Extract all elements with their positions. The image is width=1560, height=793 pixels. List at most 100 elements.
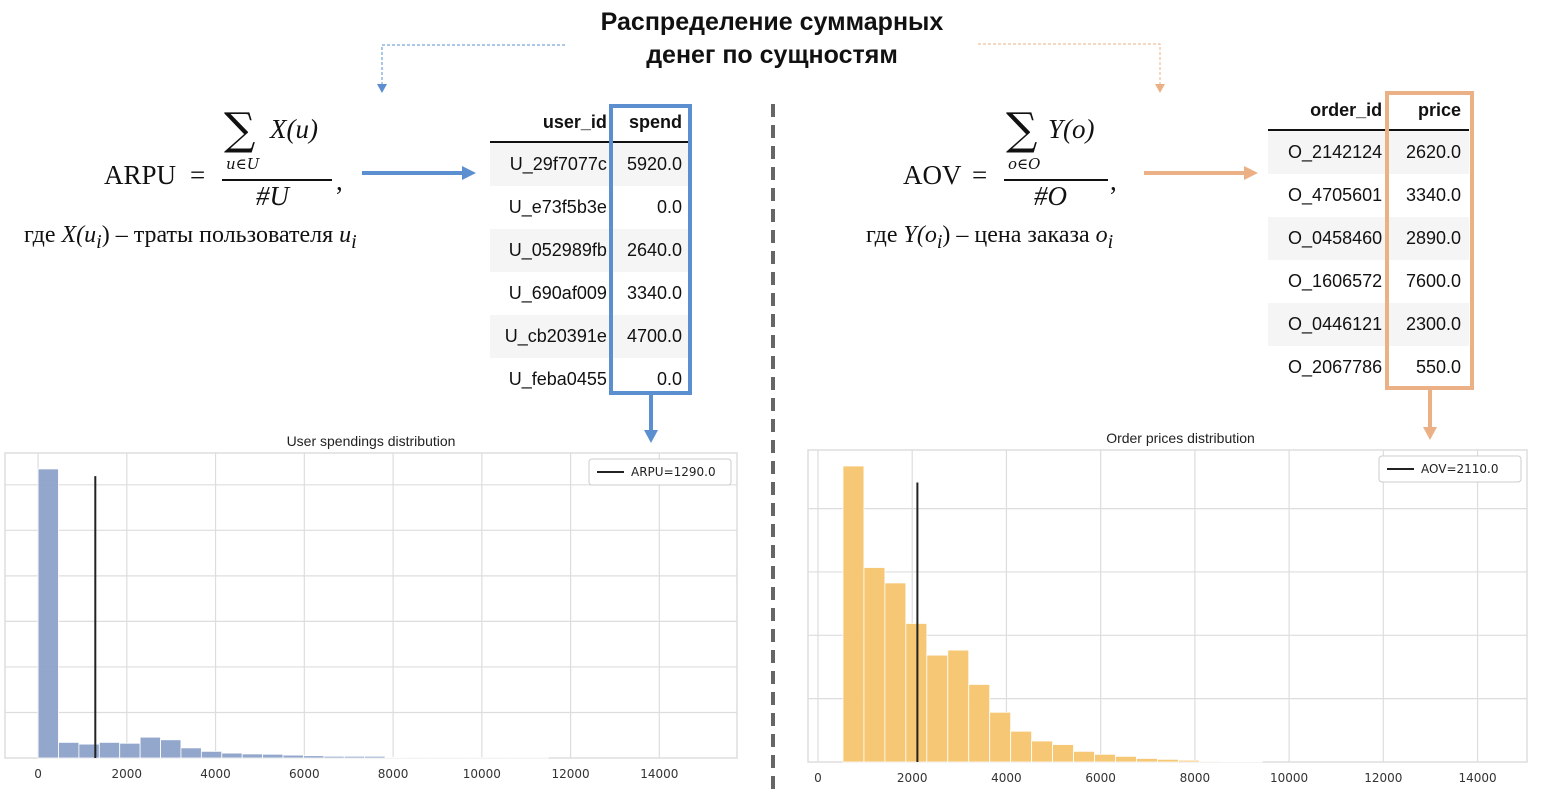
histogram-bar	[1031, 740, 1053, 763]
cell-price: 7600.0	[1405, 271, 1461, 291]
formula-eq: =	[972, 160, 988, 190]
cell-user-id: U_cb20391e	[504, 326, 607, 346]
cell-user-id: U_e73f5b3e	[508, 197, 607, 217]
formula-lhs: ARPU	[104, 160, 177, 190]
where-var-sub: i	[351, 230, 357, 253]
where-expr-sub: i	[936, 230, 943, 253]
x-tick-label: 4000	[991, 771, 1022, 785]
histogram-bar	[343, 755, 366, 759]
where-prefix: где	[24, 222, 62, 248]
legend-box	[588, 458, 732, 486]
formula-denominator: #U	[256, 181, 289, 211]
histogram-bar	[160, 739, 182, 759]
cell-spend: 3340.0	[626, 283, 682, 303]
user-spendings-histogram: 0 2000 4000 6000 8000 10000 12000 14000 ARPU=129…	[4, 452, 738, 781]
histogram-bar	[884, 582, 907, 763]
fraction-line	[222, 179, 332, 181]
x-tick-label: 4000	[200, 767, 231, 781]
histogram-bar	[1219, 761, 1242, 763]
cell-user-id: U_29f7077c	[509, 154, 607, 174]
cell-order-id: O_2067786	[1288, 357, 1383, 377]
histogram-bar	[1177, 759, 1200, 763]
table-row: U_690af009 3340.0	[490, 272, 690, 315]
price-column-highlight	[1385, 91, 1474, 390]
histogram-bar	[200, 750, 223, 759]
cell-price: 550.0	[1415, 357, 1461, 377]
table-row: O_2067786 550.0	[1268, 346, 1469, 389]
formula-lhs: AOV	[903, 160, 962, 190]
histogram-bar	[384, 757, 406, 759]
table-row: O_1606572 7600.0	[1268, 260, 1469, 303]
histogram-bar	[968, 684, 991, 763]
formula-eq: =	[190, 160, 206, 190]
x-tick-label: 2000	[897, 771, 928, 785]
sum-icon: ∑	[224, 104, 256, 155]
histogram-bar	[241, 753, 264, 759]
histogram-bar	[1198, 760, 1221, 763]
histogram-bar	[989, 711, 1012, 763]
formula-denominator: #O	[1034, 181, 1067, 211]
histogram-bar	[863, 567, 886, 763]
x-tick-label: 6000	[289, 767, 320, 781]
table-header-row: order_id price	[1268, 92, 1469, 130]
orange-dashed-arrowhead	[1155, 84, 1165, 93]
cell-order-id: O_0446121	[1288, 314, 1383, 334]
histogram-bar	[926, 654, 949, 763]
orange-dashed-connector	[978, 43, 1161, 86]
orders-table: order_id price O_2142124 2620.0 O_4705601…	[1268, 92, 1469, 389]
cell-user-id: U_feba0455	[508, 369, 607, 389]
x-tick-label: 6000	[1085, 771, 1116, 785]
table-row: O_4705601 3340.0	[1268, 174, 1469, 217]
sum-icon: ∑	[1006, 104, 1038, 155]
table-row: U_052989fb 2640.0	[490, 229, 690, 272]
cell-price: 2890.0	[1405, 228, 1461, 248]
cell-spend: 4700.0	[626, 326, 682, 346]
cell-order-id: O_0458460	[1288, 228, 1383, 248]
title-line-1: Распределение суммарных	[600, 8, 944, 36]
histogram-bar	[323, 755, 345, 759]
histogram-bar	[1094, 753, 1116, 763]
fraction-line	[1004, 179, 1108, 181]
histogram-bar	[947, 649, 970, 763]
table-row: U_feba0455 0.0	[490, 358, 690, 401]
formula-term: X(u)	[270, 114, 318, 144]
x-tick-label: 10000	[463, 767, 501, 781]
column-header-user-id: user_id	[542, 112, 607, 132]
histogram-bar	[1073, 750, 1095, 763]
legend-label: ARPU=1290.0	[631, 465, 716, 479]
x-tick-label: 8000	[1180, 771, 1211, 785]
table-row: U_29f7077c 5920.0	[490, 142, 690, 186]
x-tick-label: 12000	[551, 767, 589, 781]
table-row: O_2142124 2620.0	[1268, 130, 1469, 174]
x-tick-label: 10000	[1270, 771, 1308, 785]
cell-user-id: U_690af009	[508, 283, 607, 303]
x-tick-label: 14000	[1458, 771, 1496, 785]
blue-dashed-arrowhead	[377, 84, 387, 93]
histogram-bar	[1136, 758, 1158, 763]
x-tick-label: 14000	[640, 767, 678, 781]
where-var-sub: i	[1107, 230, 1114, 253]
histogram-bar	[1115, 755, 1137, 763]
where-text: – траты пользователя	[109, 222, 340, 248]
histogram-bar	[303, 755, 325, 759]
where-expr: Y(o	[903, 222, 937, 248]
order-prices-histogram: 0 2000 4000 6000 8000 10000 12000 14000 AOV=2110…	[807, 449, 1528, 785]
formula-explanation: где X(ui) – траты пользователя ui	[24, 222, 357, 254]
histogram-bar	[139, 736, 161, 759]
histogram-bar	[905, 623, 928, 763]
where-expr-sub: i	[96, 230, 102, 253]
x-tick-label: 2000	[112, 767, 143, 781]
histogram-bar	[364, 755, 386, 759]
formula-term: Y(o)	[1048, 114, 1095, 144]
histogram-bar	[1240, 761, 1263, 763]
x-tick-label: 0	[814, 771, 822, 785]
blue-dashed-connector	[381, 44, 565, 86]
histogram-bar	[842, 465, 865, 763]
title-line-2: денег по сущностям	[646, 41, 898, 69]
x-tick-label: 8000	[378, 767, 409, 781]
formula-sub: u∈U	[226, 155, 260, 173]
histogram-bar	[221, 752, 243, 759]
cell-price: 2620.0	[1405, 142, 1461, 162]
table-header-row: user_id spend	[490, 104, 690, 142]
orange-arrowhead-down	[1423, 427, 1437, 440]
